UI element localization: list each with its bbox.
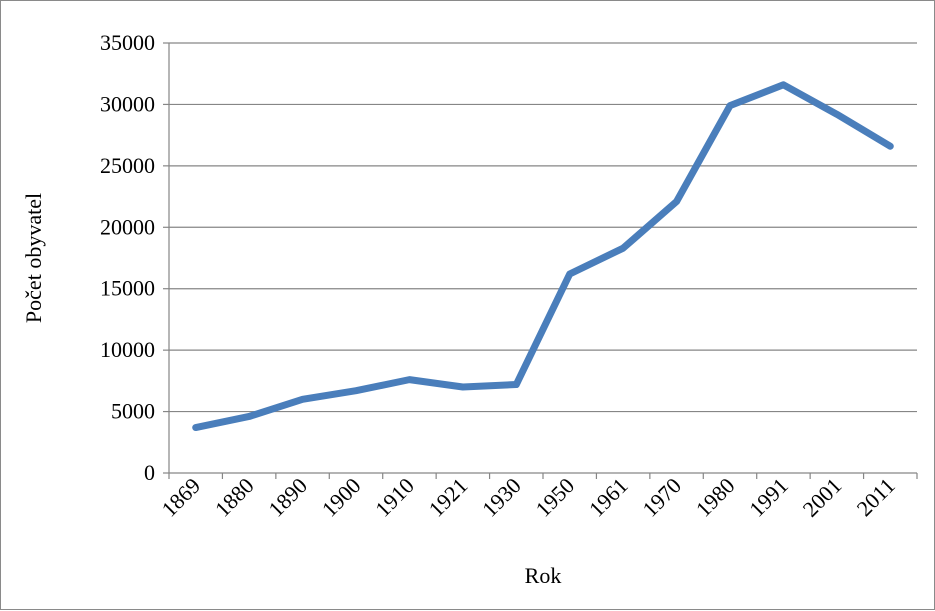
y-tick-label: 30000 — [100, 91, 155, 116]
x-tick-label: 1890 — [263, 473, 312, 522]
y-tick-label: 10000 — [100, 337, 155, 362]
y-tick-labels: 0 5000 10000 15000 20000 25000 30000 35000 — [100, 30, 155, 485]
x-tick-label: 1921 — [424, 473, 473, 522]
x-axis-title: Rok — [525, 563, 562, 588]
x-tick-label: 1930 — [477, 473, 526, 522]
y-tick-label: 5000 — [111, 399, 155, 424]
series — [196, 85, 891, 428]
y-tick-label: 35000 — [100, 30, 155, 55]
x-tick-label: 2001 — [798, 473, 847, 522]
y-tick-label: 0 — [144, 460, 155, 485]
x-tick-label: 1980 — [691, 473, 740, 522]
x-tick-label: 1880 — [210, 473, 259, 522]
y-axis-title: Počet obyvatel — [21, 193, 46, 323]
x-tick-label: 1991 — [744, 473, 793, 522]
x-tick-label: 1961 — [584, 473, 633, 522]
y-tick-label: 25000 — [100, 153, 155, 178]
x-tick-label: 1970 — [637, 473, 686, 522]
y-tick-label: 15000 — [100, 276, 155, 301]
x-tick-label: 1900 — [317, 473, 366, 522]
x-tick-label: 1869 — [156, 473, 205, 522]
axes — [163, 43, 917, 479]
x-tick-label: 1910 — [370, 473, 419, 522]
series-line — [196, 85, 891, 428]
x-tick-label: 2011 — [852, 473, 900, 521]
x-tick-label: 1950 — [530, 473, 579, 522]
y-tick-label: 20000 — [100, 214, 155, 239]
